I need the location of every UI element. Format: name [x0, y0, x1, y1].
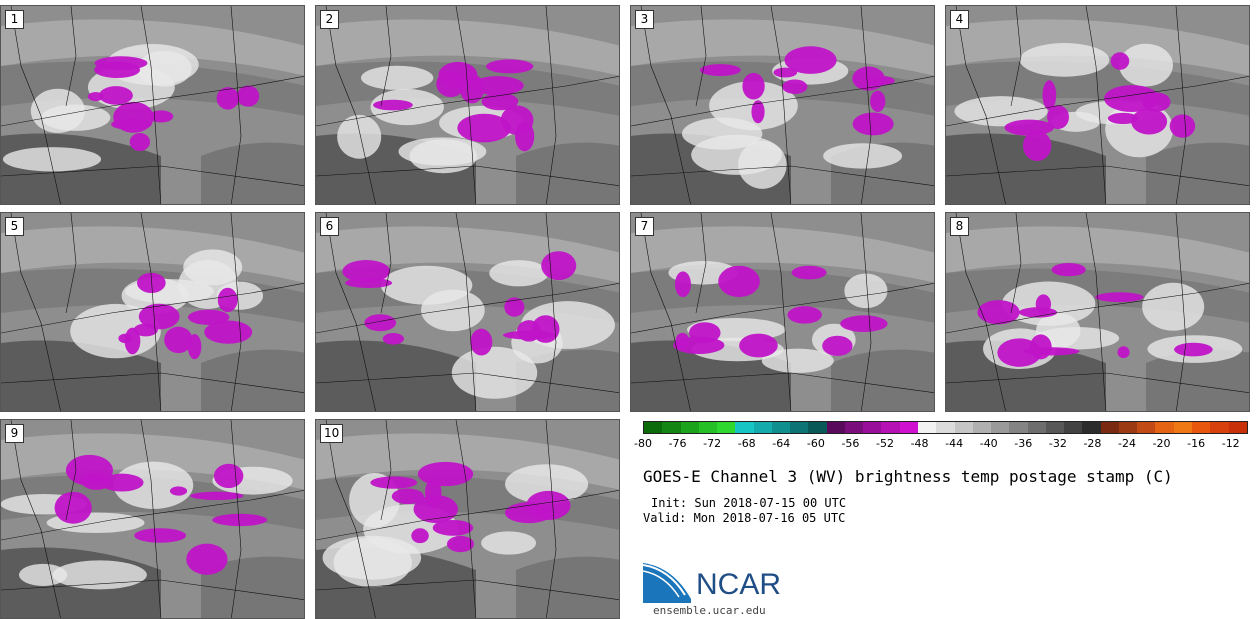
postage-stamp-panel-6: 6	[315, 212, 620, 412]
colorbar-tick-label: -24	[1118, 437, 1136, 450]
colorbar-swatch	[1064, 422, 1083, 433]
ncar-logo-icon	[643, 563, 691, 603]
water-vapor-map	[631, 213, 934, 411]
colorbar-tick-label: -36	[1014, 437, 1033, 450]
water-vapor-map	[946, 213, 1249, 411]
figure-title: GOES-E Channel 3 (WV) brightness temp po…	[643, 467, 1173, 486]
water-vapor-map	[1, 420, 304, 618]
water-vapor-map	[946, 6, 1249, 204]
colorbar-swatch	[1100, 422, 1119, 433]
water-vapor-map	[631, 6, 934, 204]
colorbar-tick-label: -20	[1152, 437, 1171, 450]
colorbar-swatch	[1191, 422, 1211, 433]
panel-number-label: 2	[320, 10, 339, 29]
water-vapor-map	[316, 420, 619, 618]
colorbar-swatch	[863, 422, 882, 433]
colorbar-swatch	[662, 422, 681, 433]
valid-time: Valid: Mon 2018-07-16 05 UTC	[643, 511, 846, 525]
panel-number-label: 9	[5, 424, 24, 443]
postage-stamp-panel-3: 3	[630, 5, 935, 205]
init-time: Init: Sun 2018-07-15 00 UTC	[651, 496, 847, 510]
postage-stamp-panel-7: 7	[630, 212, 935, 412]
colorbar-swatch	[1009, 422, 1028, 433]
panel-number-label: 7	[635, 217, 654, 236]
colorbar-tick-label: -60	[806, 437, 825, 450]
postage-stamp-panel-10: 10	[315, 419, 620, 619]
panel-number-label: 3	[635, 10, 654, 29]
colorbar-swatch	[1082, 422, 1101, 433]
water-vapor-map	[1, 6, 304, 204]
colorbar-swatch	[899, 422, 918, 433]
colorbar-swatch	[717, 422, 736, 433]
colorbar-swatch	[790, 422, 809, 433]
colorbar-tick-label: -40	[979, 437, 998, 450]
colorbar-swatch	[735, 422, 754, 433]
panel-number-label: 5	[5, 217, 24, 236]
colorbar-swatch	[1045, 422, 1065, 433]
colorbar-tick-label: -12	[1221, 437, 1240, 450]
panel-number-label: 1	[5, 10, 24, 29]
colorbar-swatch	[936, 422, 955, 433]
postage-stamp-panel-2: 2	[315, 5, 620, 205]
colorbar-swatch	[1155, 422, 1174, 433]
colorbar-swatch	[753, 422, 772, 433]
colorbar-swatch	[972, 422, 992, 433]
colorbar-swatch	[698, 422, 718, 433]
colorbar-tick-label: -16	[1187, 437, 1206, 450]
logo-url: ensemble.ucar.edu	[653, 604, 766, 617]
colorbar-swatch	[1118, 422, 1138, 433]
colorbar-swatch	[844, 422, 864, 433]
colorbar-tick-label: -32	[1048, 437, 1067, 450]
colorbar-swatch	[1173, 422, 1192, 433]
colorbar-tick-labels: -80 -76 -72 -68 -64 -60 -56 -52 -48 -44 -40 -36 -32 -…	[634, 437, 1248, 455]
colorbar-swatch	[771, 422, 791, 433]
colorbar-swatch	[881, 422, 900, 433]
colorbar-tick-label: -80	[634, 437, 652, 450]
logo-text: NCAR	[696, 568, 782, 601]
colorbar-tick-label: -52	[876, 437, 894, 450]
postage-stamp-panel-8: 8	[945, 212, 1250, 412]
colorbar-swatch	[680, 422, 699, 433]
postage-stamp-panel-5: 5	[0, 212, 305, 412]
panel-number-label: 10	[320, 424, 344, 443]
colorbar-tick-label: -68	[737, 437, 756, 450]
colorbar-tick-label: -64	[772, 437, 791, 450]
water-vapor-map	[316, 6, 619, 204]
colorbar-tick-label: -28	[1083, 437, 1102, 450]
colorbar-swatch	[917, 422, 937, 433]
colorbar-swatch	[808, 422, 827, 433]
colorbar-swatch	[954, 422, 973, 433]
colorbar-tick-label: -48	[910, 437, 929, 450]
panel-number-label: 8	[950, 217, 969, 236]
colorbar-swatch	[991, 422, 1010, 433]
water-vapor-map	[316, 213, 619, 411]
colorbar-swatch	[826, 422, 845, 433]
panel-number-label: 4	[950, 10, 969, 29]
water-vapor-map	[1, 213, 304, 411]
colorbar-tick-label: -44	[945, 437, 964, 450]
postage-stamp-panel-9: 9	[0, 419, 305, 619]
postage-stamp-panel-1: 1	[0, 5, 305, 205]
colorbar-swatch	[1137, 422, 1156, 433]
colorbar-tick-label: -56	[841, 437, 860, 450]
colorbar	[643, 421, 1248, 434]
colorbar-swatch	[1228, 422, 1247, 433]
colorbar-swatch	[1210, 422, 1229, 433]
postage-stamp-panel-4: 4	[945, 5, 1250, 205]
colorbar-swatch	[644, 422, 663, 433]
colorbar-tick-label: -76	[668, 437, 687, 450]
colorbar-tick-label: -72	[703, 437, 722, 450]
panel-number-label: 6	[320, 217, 339, 236]
colorbar-swatch	[1027, 422, 1046, 433]
